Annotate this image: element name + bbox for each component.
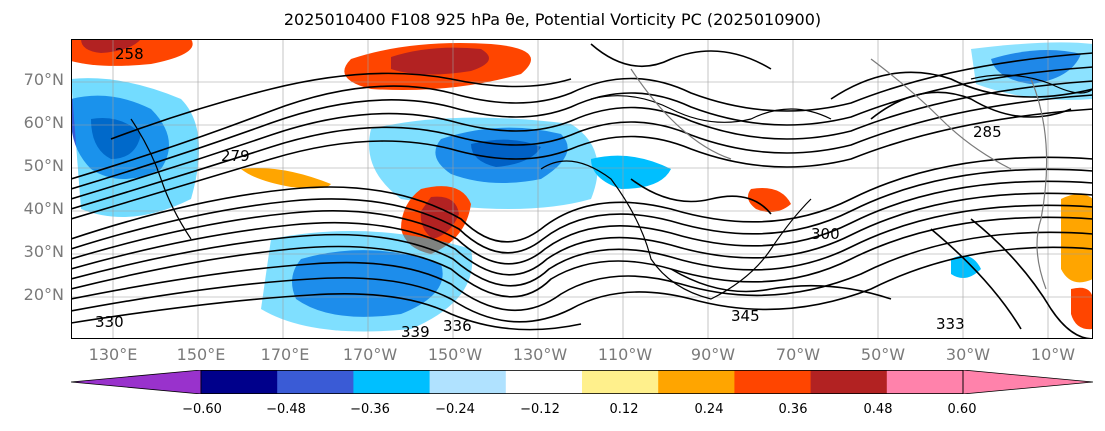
contour-label-300: 300 [811,225,840,243]
map-panel: 258 285 279 336 339 300 333 345 330 [71,39,1093,339]
pv-positive-atlantic [747,188,791,213]
lat-label-50n: 50°N [23,156,64,175]
colorbar [71,370,1093,394]
lat-label-30n: 30°N [23,242,64,261]
colorbar-tick-012: 0.12 [609,402,639,417]
contour-label-279: 279 [221,147,250,165]
lon-label-50w: 50°W [860,345,906,364]
lon-label-150e: 150°E [176,345,226,364]
contour-label-339: 339 [401,323,430,339]
colorbar-segment [810,370,888,394]
contour-label-330: 330 [95,313,124,331]
colorbar-segment [201,370,278,394]
pv-negative-west-light [71,78,199,217]
colorbar-tick-neg060: −0.60 [182,402,222,417]
colorbar-segment [886,370,964,394]
colorbar-segment [429,370,507,394]
lat-label-60n: 60°N [23,113,64,132]
contour-label-336: 336 [443,317,472,335]
contour-labels: 258 285 279 336 339 300 333 345 330 [95,45,1002,339]
colorbar-tick-neg024: −0.24 [435,402,475,417]
lon-label-170e: 170°E [260,345,310,364]
lat-label-40n: 40°N [23,199,64,218]
colorbar-tick-neg048: −0.48 [266,402,306,417]
lon-label-170w: 170°W [342,345,398,364]
colorbar-tick-060: 0.60 [947,402,977,417]
colorbar-segment [353,370,431,394]
lon-label-110w: 110°W [597,345,653,364]
pv-shading [71,39,1093,332]
colorbar-extend-min [71,370,202,394]
contour-label-345: 345 [731,307,760,325]
lon-label-150w: 150°W [427,345,483,364]
colorbar-tick-neg036: −0.36 [350,402,390,417]
lon-label-130w: 130°W [512,345,568,364]
colorbar-segment [734,370,812,394]
lon-label-130e: 130°E [88,345,138,364]
pv-positive-se [1071,287,1093,330]
colorbar-tick-048: 0.48 [863,402,893,417]
contour-label-285: 285 [973,123,1002,141]
pv-negative-ne-light [971,42,1093,100]
colorbar-segment [505,370,583,394]
pv-positive-e [1061,194,1093,283]
lon-label-70w: 70°W [775,345,821,364]
theta-e-contours [71,43,1093,339]
colorbar-segment [658,370,735,394]
pv-positive-band [241,168,331,189]
contour-label-333: 333 [936,315,965,333]
lat-label-70n: 70°N [23,70,64,89]
lon-label-90w: 90°W [690,345,736,364]
contour-label-258: 258 [115,45,144,63]
pv-positive-pacific-core [420,196,459,239]
colorbar-extend-max [962,370,1093,394]
lon-label-10w: 10°W [1030,345,1076,364]
colorbar-tick-036: 0.36 [778,402,808,417]
map-title: 2025010400 F108 925 hPa θe, Potential Vo… [283,10,822,29]
colorbar-segment [277,370,354,394]
lon-label-30w: 30°W [945,345,991,364]
country-borders [630,58,1048,290]
pv-negative-mid [951,255,981,278]
pv-negative-pacific-light [369,117,598,209]
coastlines [130,74,1093,300]
colorbar-frame [200,370,964,394]
pv-positive-nw-core [81,39,141,53]
lat-label-20n: 20°N [23,285,64,304]
pv-positive-arctic-core [391,47,489,75]
colorbar-segment [582,370,659,394]
colorbar-tick-neg012: −0.12 [520,402,560,417]
colorbar-tick-024: 0.24 [694,402,724,417]
pv-negative-central [591,155,671,189]
